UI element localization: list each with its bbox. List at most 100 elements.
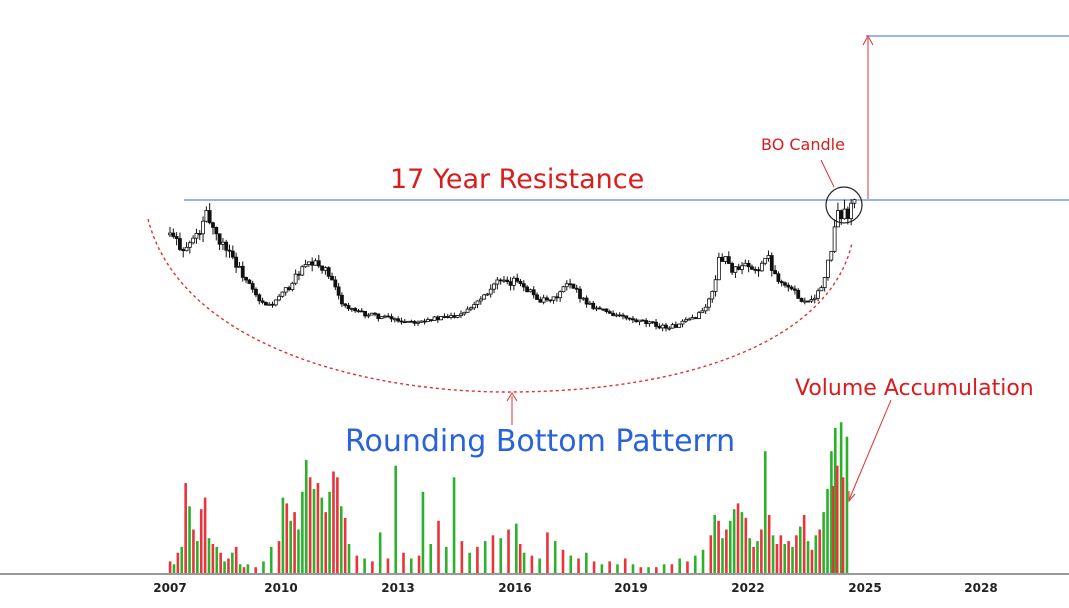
candle bbox=[849, 202, 854, 219]
volume-bar bbox=[732, 509, 736, 573]
candle bbox=[267, 303, 272, 306]
candle bbox=[594, 307, 599, 310]
candle bbox=[369, 312, 374, 316]
candle bbox=[621, 314, 625, 317]
volume-bar bbox=[713, 515, 716, 573]
candle bbox=[822, 277, 827, 288]
candle bbox=[541, 297, 546, 303]
candle bbox=[290, 282, 295, 290]
candle bbox=[667, 327, 672, 330]
candle bbox=[710, 290, 715, 300]
candle bbox=[683, 319, 688, 322]
candle bbox=[343, 303, 348, 306]
volume-bar bbox=[304, 459, 308, 573]
candle bbox=[184, 246, 189, 252]
candle bbox=[799, 297, 804, 302]
candle bbox=[829, 250, 834, 261]
volume-bar bbox=[507, 529, 510, 573]
volume-bar bbox=[798, 526, 802, 573]
x-tick-label: 2028 bbox=[964, 581, 998, 595]
candle bbox=[518, 280, 523, 285]
candle bbox=[789, 286, 794, 290]
candle bbox=[786, 284, 791, 288]
volume-bar bbox=[662, 564, 666, 573]
volume-bar bbox=[468, 552, 471, 573]
candle bbox=[349, 308, 354, 310]
volume-bar bbox=[269, 546, 273, 573]
volume-bar bbox=[631, 564, 635, 573]
candle bbox=[449, 315, 453, 318]
volume-bar bbox=[254, 567, 257, 573]
candle bbox=[670, 324, 675, 329]
candle bbox=[637, 319, 642, 323]
candle bbox=[455, 315, 460, 318]
candle bbox=[746, 262, 751, 268]
volume-bar bbox=[339, 506, 343, 573]
volume-bar bbox=[553, 541, 557, 573]
volume-bar bbox=[736, 503, 740, 573]
candle bbox=[234, 256, 239, 268]
volume-bar bbox=[655, 567, 658, 573]
candle bbox=[270, 303, 275, 306]
candle bbox=[521, 283, 526, 288]
volume-label: Volume Accumulation bbox=[795, 376, 1034, 401]
candle bbox=[475, 300, 480, 305]
candle bbox=[802, 300, 807, 303]
candle bbox=[713, 279, 718, 292]
candle bbox=[578, 288, 582, 299]
x-tick-label: 2025 bbox=[848, 581, 882, 595]
volume-bar bbox=[332, 471, 335, 573]
candle bbox=[588, 302, 592, 305]
volume-bar bbox=[242, 567, 246, 573]
candle bbox=[697, 312, 701, 320]
candle bbox=[564, 283, 569, 288]
candle bbox=[310, 261, 315, 266]
volume-bar bbox=[832, 486, 835, 573]
x-tick-label: 2010 bbox=[264, 581, 298, 595]
volume-bar bbox=[180, 546, 184, 573]
candle bbox=[644, 320, 649, 325]
volume-bar bbox=[814, 535, 818, 573]
volume-bar bbox=[577, 558, 580, 573]
candle bbox=[194, 233, 199, 239]
candle bbox=[680, 320, 685, 325]
candle bbox=[419, 320, 424, 323]
volume-bar bbox=[752, 546, 755, 573]
candle bbox=[756, 269, 761, 272]
volume-bar bbox=[437, 520, 440, 573]
candle bbox=[363, 310, 367, 317]
resistance-label: 17 Year Resistance bbox=[390, 164, 645, 195]
candle bbox=[753, 268, 758, 271]
volume-bar bbox=[308, 477, 312, 573]
candle bbox=[773, 270, 777, 275]
volume-bar bbox=[728, 520, 732, 573]
volume-bar bbox=[223, 561, 226, 573]
volume-bar bbox=[238, 564, 242, 573]
volume-bar bbox=[371, 561, 374, 573]
candle bbox=[399, 320, 404, 323]
candle bbox=[769, 255, 774, 271]
volume-bar bbox=[839, 422, 843, 573]
candle bbox=[568, 283, 572, 286]
volume-bar bbox=[176, 552, 180, 573]
volume-bar bbox=[763, 451, 767, 573]
volume-bar bbox=[767, 515, 771, 573]
candle bbox=[776, 273, 781, 282]
volume-bar bbox=[530, 555, 534, 573]
candle bbox=[703, 306, 708, 312]
volume-pointer-head bbox=[848, 491, 856, 503]
volume-bar bbox=[499, 538, 503, 573]
candle bbox=[227, 249, 232, 252]
candle bbox=[300, 266, 305, 276]
volume-bar bbox=[845, 436, 849, 573]
volume-bar bbox=[756, 541, 759, 573]
candle bbox=[826, 259, 830, 278]
candle bbox=[174, 236, 179, 239]
candle bbox=[660, 324, 665, 329]
candle bbox=[472, 304, 477, 309]
candle bbox=[383, 315, 387, 318]
volume-bar bbox=[196, 541, 199, 573]
candle bbox=[429, 319, 434, 321]
volume-bar bbox=[818, 529, 822, 573]
